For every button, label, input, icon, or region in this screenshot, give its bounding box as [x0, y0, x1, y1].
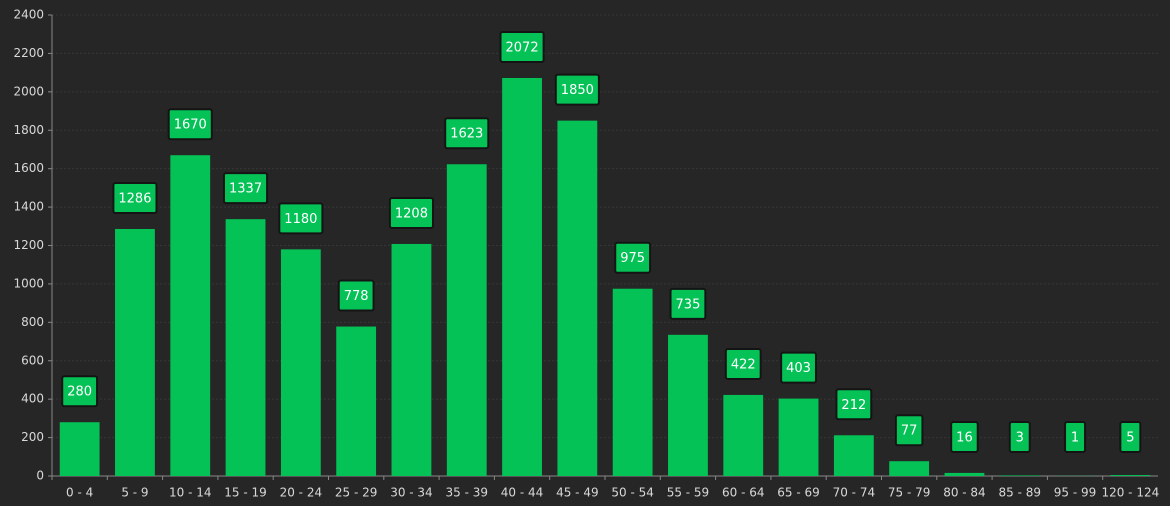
value-label-box [669, 287, 707, 320]
x-tick-label: 80 - 84 [943, 486, 986, 500]
y-tick-label: 2000 [13, 84, 44, 98]
bar [557, 120, 598, 476]
value-label-box [444, 117, 490, 150]
value-label-box [1119, 421, 1142, 453]
bar [280, 249, 321, 476]
bar [778, 398, 819, 476]
bar [115, 228, 155, 476]
x-tick-label: 15 - 19 [224, 486, 267, 500]
x-tick-label: 50 - 54 [611, 486, 654, 500]
x-tick-label: 20 - 24 [280, 486, 323, 500]
value-label-box [894, 414, 924, 447]
x-tick-label: 25 - 29 [335, 486, 378, 500]
bar [944, 472, 985, 476]
y-tick-label: 800 [21, 315, 44, 329]
x-tick-label: 35 - 39 [446, 486, 489, 500]
value-label: 77 [901, 424, 918, 439]
y-tick-label: 1000 [13, 276, 44, 290]
y-tick-label: 1800 [13, 123, 44, 137]
y-tick-label: 400 [21, 392, 44, 406]
value-label: 1286 [118, 191, 151, 206]
value-label: 16 [956, 431, 973, 446]
value-label: 1 [1071, 431, 1079, 446]
y-tick-label: 1200 [13, 238, 44, 252]
value-label-box [1064, 421, 1087, 453]
value-label: 422 [731, 357, 756, 372]
bar [833, 435, 874, 476]
value-label: 1850 [561, 83, 594, 98]
value-label-box [61, 375, 99, 408]
x-tick-label: 30 - 34 [390, 486, 433, 500]
value-label: 1623 [450, 127, 483, 142]
bar [225, 219, 266, 477]
bar [668, 334, 708, 476]
bar [59, 422, 100, 476]
y-tick-label: 1600 [13, 161, 44, 175]
x-tick-label: 70 - 74 [833, 486, 876, 500]
x-tick-label: 120 - 124 [1101, 486, 1159, 500]
x-tick-label: 0 - 4 [66, 486, 93, 500]
bar [612, 288, 653, 476]
value-label: 2072 [506, 41, 539, 56]
value-label-box [724, 347, 762, 380]
value-label: 3 [1016, 431, 1024, 446]
bar [889, 461, 930, 476]
value-label: 212 [841, 398, 866, 413]
value-label-box [614, 241, 652, 274]
value-label: 280 [67, 385, 92, 400]
value-label-box [554, 73, 600, 106]
x-tick-label: 5 - 9 [121, 486, 148, 500]
bar [502, 78, 542, 477]
value-label-box [499, 31, 545, 64]
bar [999, 475, 1040, 476]
value-label: 1337 [229, 182, 262, 197]
bar [1110, 475, 1151, 476]
x-tick-label: 55 - 59 [667, 486, 710, 500]
y-tick-label: 2200 [13, 46, 44, 60]
value-label-box [950, 421, 979, 453]
value-label-box [278, 202, 324, 235]
value-label-box [112, 181, 158, 214]
value-label-box [337, 279, 375, 312]
x-tick-label: 95 - 99 [1054, 486, 1097, 500]
bar [723, 394, 764, 476]
y-tick-label: 600 [21, 353, 44, 367]
x-tick-label: 60 - 64 [722, 486, 765, 500]
bar [446, 164, 487, 476]
x-tick-label: 40 - 44 [501, 486, 544, 500]
bar [170, 155, 211, 477]
x-tick-label: 75 - 79 [888, 486, 931, 500]
value-label: 1208 [395, 206, 428, 221]
value-label-box [1008, 421, 1031, 453]
value-label: 5 [1126, 431, 1134, 446]
y-tick-label: 2400 [13, 8, 44, 22]
value-label: 1670 [174, 118, 207, 133]
y-tick-label: 1400 [13, 200, 44, 214]
value-label: 735 [676, 297, 701, 312]
bar [336, 326, 377, 476]
x-tick-label: 65 - 69 [777, 486, 820, 500]
value-label-box [388, 196, 434, 229]
y-tick-label: 200 [21, 430, 44, 444]
x-tick-label: 45 - 49 [556, 486, 599, 500]
value-label: 975 [620, 251, 645, 266]
x-tick-label: 85 - 89 [999, 486, 1042, 500]
value-label: 778 [344, 289, 369, 304]
value-label-box [223, 172, 269, 205]
value-label-box [167, 108, 213, 141]
bar [391, 243, 432, 476]
value-label: 403 [786, 361, 811, 376]
value-label-box [780, 351, 817, 384]
value-label: 1180 [284, 212, 317, 227]
x-tick-label: 10 - 14 [169, 486, 212, 500]
y-tick-label: 0 [36, 469, 44, 483]
value-label-box [835, 388, 873, 421]
